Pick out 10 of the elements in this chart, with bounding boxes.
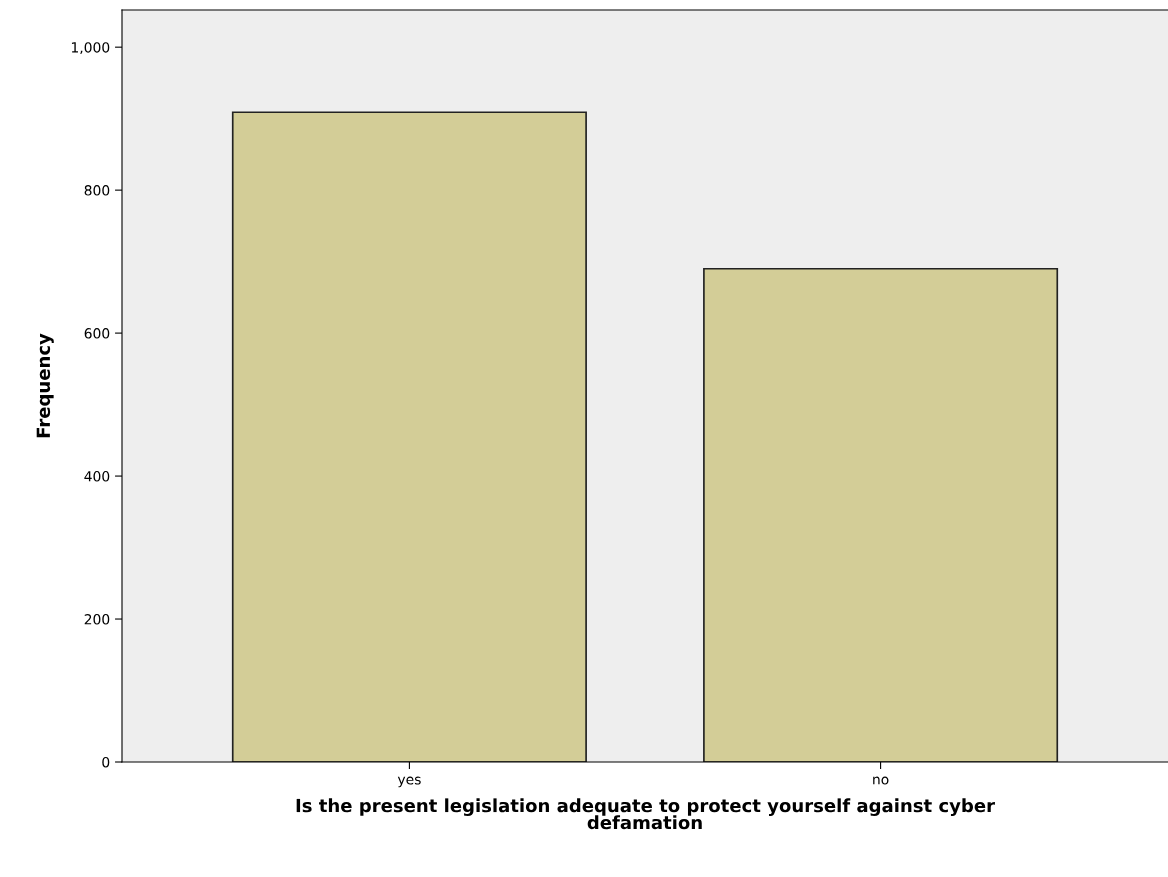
x-tick-label: no (873, 776, 889, 785)
y-tick-label: 0 (102, 756, 110, 768)
y-tick-label: 600 (84, 328, 110, 339)
y-axis-title: Frequency (36, 333, 54, 438)
y-tick-label: 400 (84, 471, 110, 482)
y-tick-label: 200 (84, 614, 110, 625)
x-tick-label: yes (397, 776, 421, 788)
x-axis-title: Is the present legislation adequate to protect yourself against cyber defamation (296, 798, 995, 830)
y-tick-label: 1,000 (71, 42, 110, 55)
y-tick-label: 800 (84, 185, 110, 196)
